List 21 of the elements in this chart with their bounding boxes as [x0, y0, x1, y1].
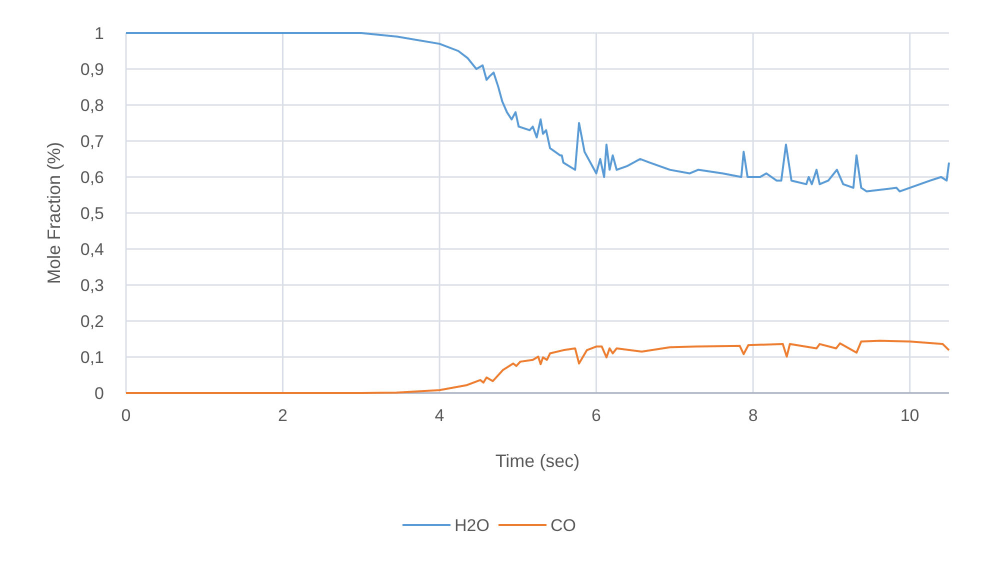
y-tick-label: 0,7	[80, 132, 104, 151]
x-tick-label: 2	[278, 406, 288, 425]
y-tick-label: 0,2	[80, 312, 104, 331]
x-tick-label: 6	[592, 406, 602, 425]
y-tick-label: 0	[94, 384, 104, 403]
y-tick-label: 0,8	[80, 96, 104, 115]
legend-label: H2O	[454, 516, 490, 535]
y-tick-label: 0,4	[80, 240, 104, 259]
y-tick-label: 0,1	[80, 348, 104, 367]
y-axis-title: Mole Fraction (%)	[44, 142, 64, 284]
y-tick-label: 1	[94, 24, 104, 43]
y-tick-label: 0,9	[80, 60, 104, 79]
x-tick-label: 8	[748, 406, 758, 425]
x-tick-label: 10	[900, 406, 920, 425]
y-tick-label: 0,5	[80, 204, 104, 223]
y-tick-label: 0,6	[80, 168, 104, 187]
y-tick-label: 0,3	[80, 276, 104, 295]
x-axis-title: Time (sec)	[495, 451, 580, 471]
legend-label: CO	[550, 516, 576, 535]
x-tick-label: 4	[434, 406, 444, 425]
x-tick-label: 0	[121, 406, 131, 425]
